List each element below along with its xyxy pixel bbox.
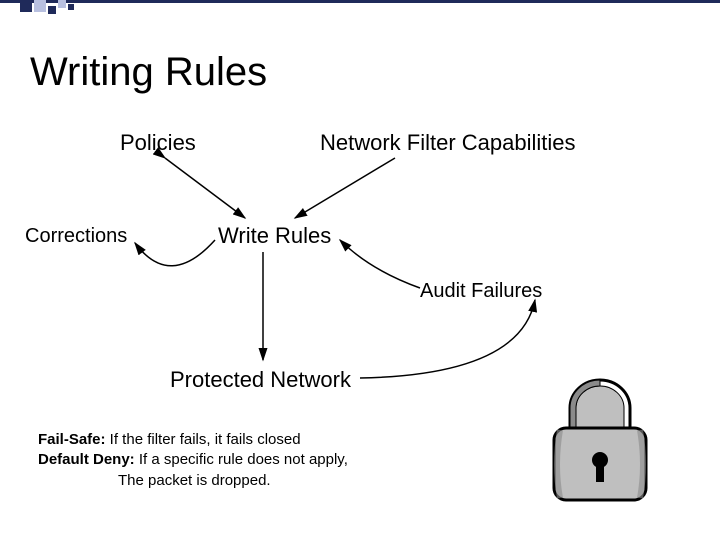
node-protected-network: Protected Network — [170, 367, 351, 393]
slide-decoration — [0, 0, 720, 30]
failsafe-text: If the filter fails, it fails closed — [106, 431, 301, 448]
default-deny-text-2: The packet is dropped. — [38, 471, 348, 491]
definitions-block: Fail-Safe: If the filter fails, it fails… — [38, 430, 348, 491]
lock-icon — [540, 370, 660, 510]
default-deny-label: Default Deny: — [38, 451, 135, 468]
page-title: Writing Rules — [30, 50, 267, 95]
failsafe-label: Fail-Safe: — [38, 431, 106, 448]
node-corrections: Corrections — [25, 225, 127, 248]
node-network-filter-capabilities: Network Filter Capabilities — [320, 130, 576, 156]
default-deny-text: If a specific rule does not apply, — [135, 451, 348, 468]
node-policies: Policies — [120, 130, 196, 156]
node-audit-failures: Audit Failures — [420, 280, 542, 303]
node-write-rules: Write Rules — [218, 223, 331, 249]
